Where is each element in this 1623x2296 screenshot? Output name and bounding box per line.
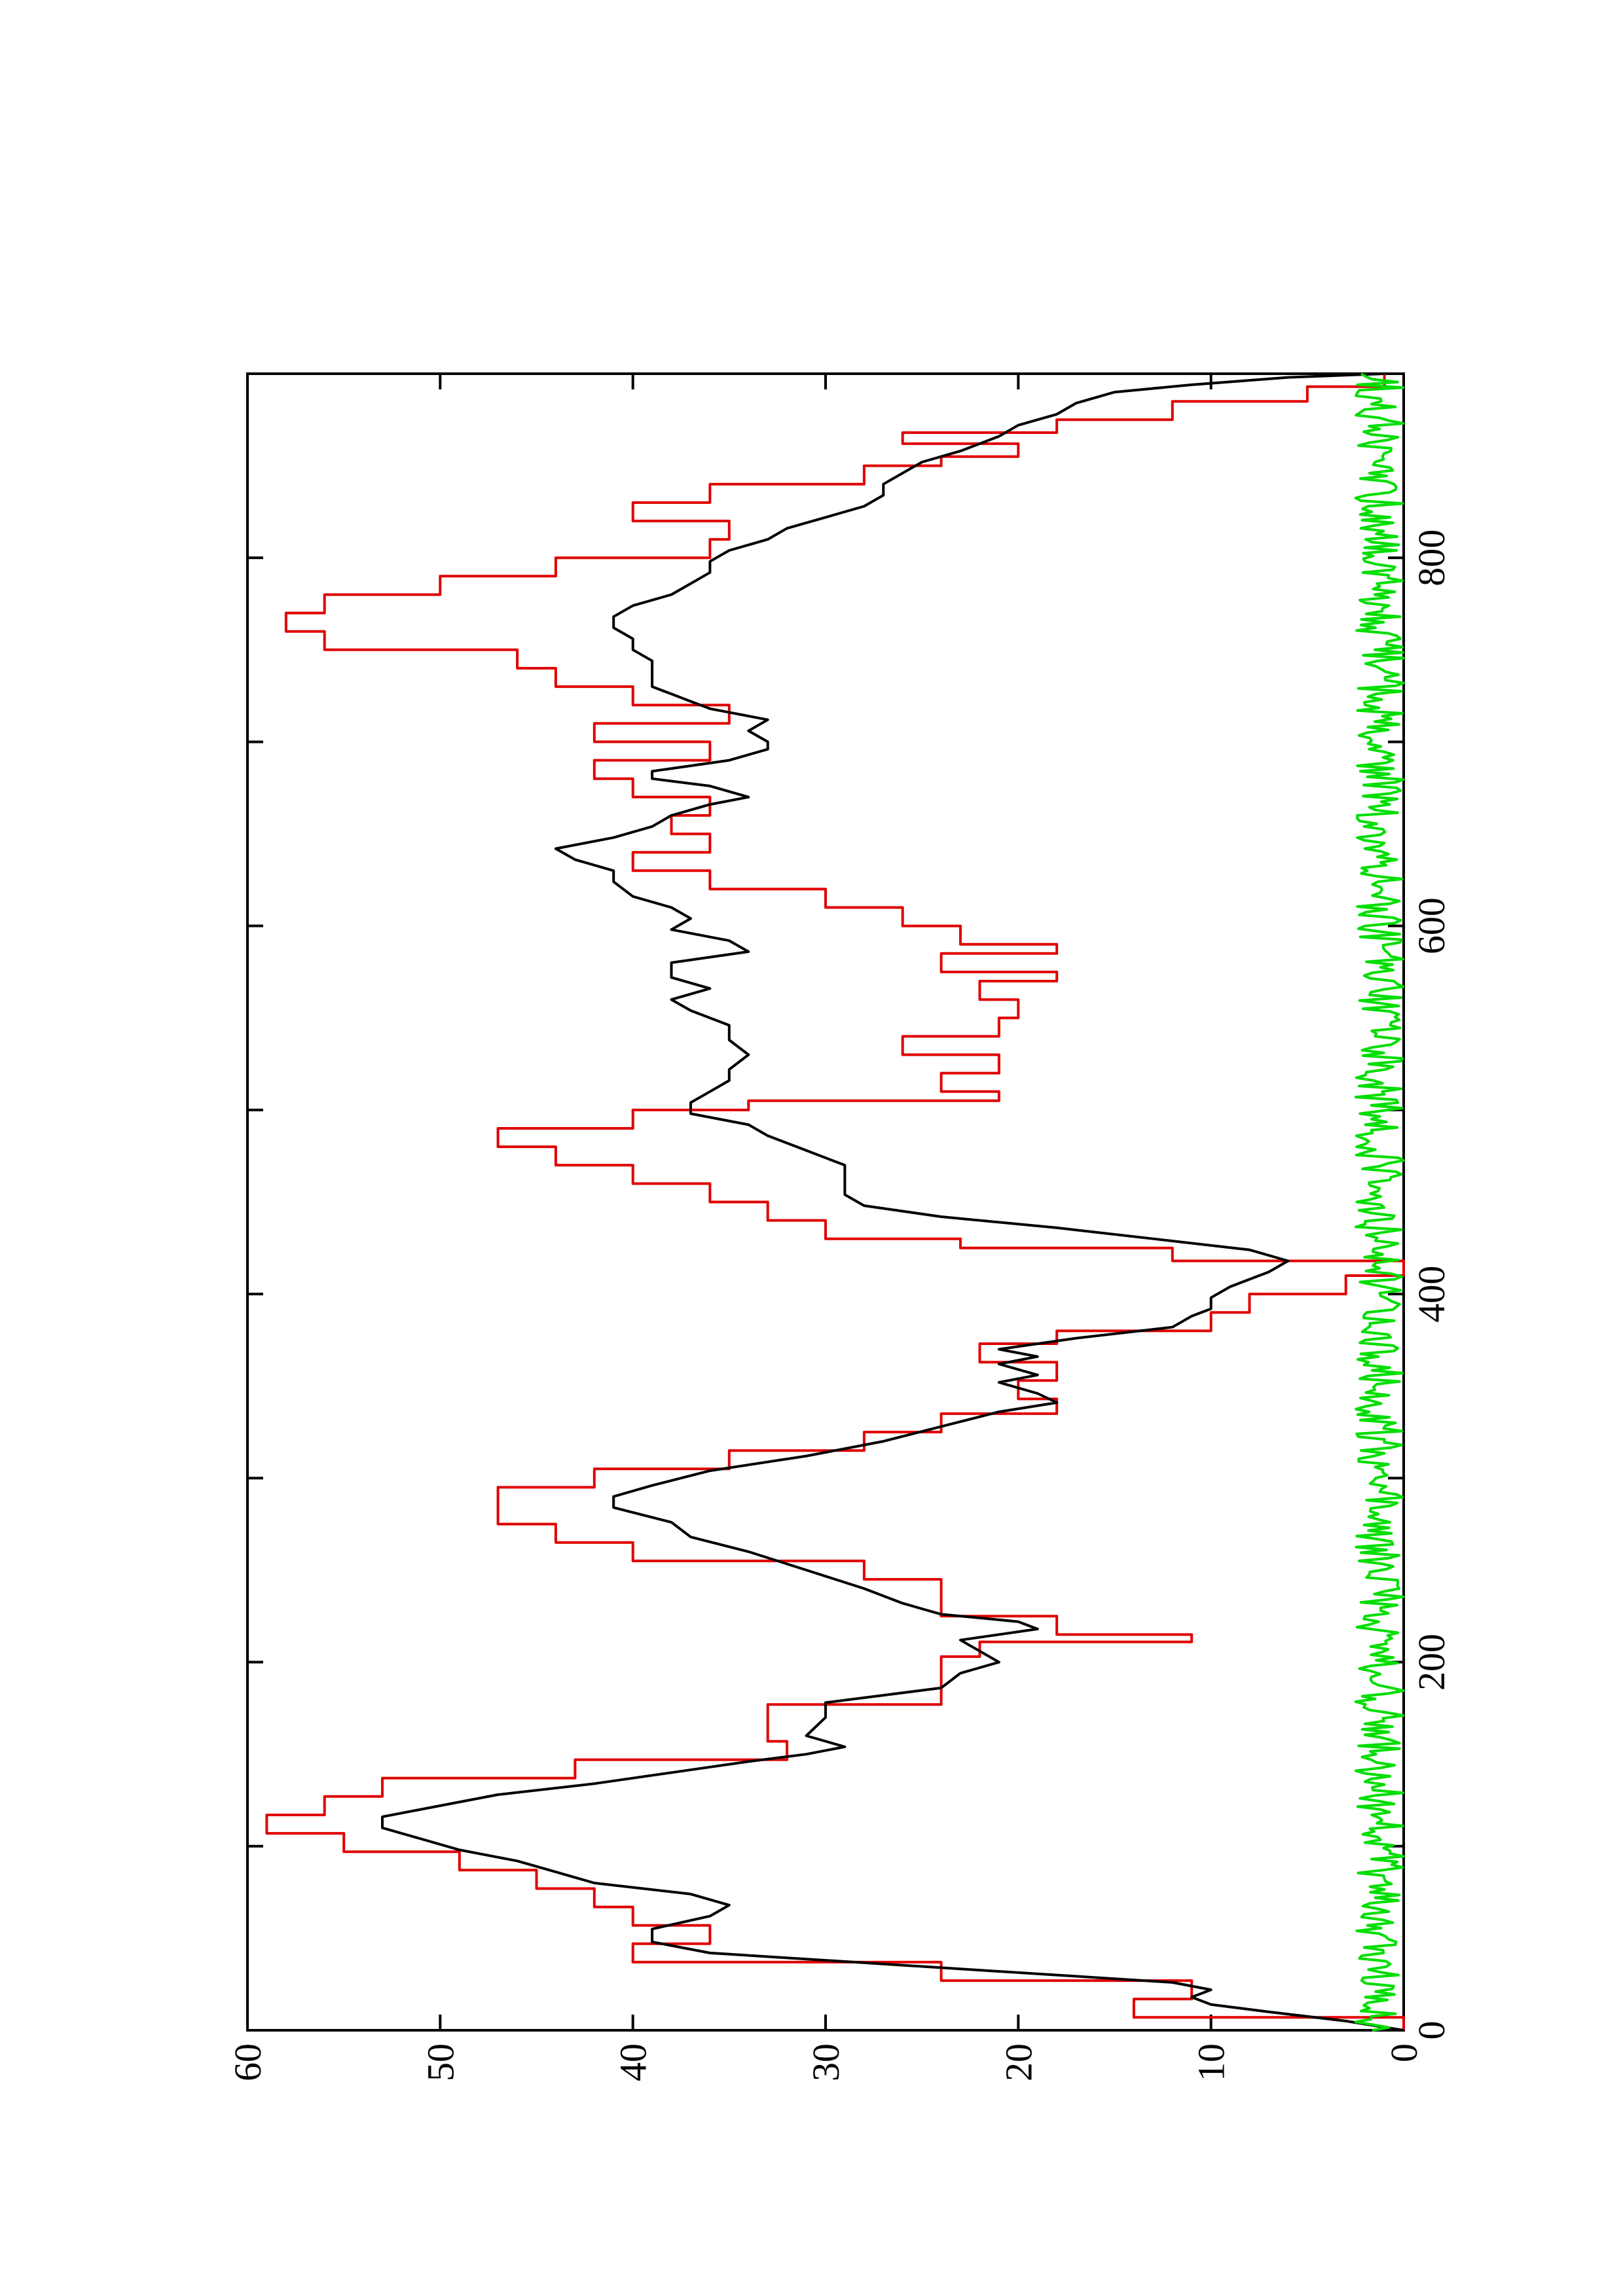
- y-tick-label: 10: [1190, 2043, 1233, 2081]
- y-tick-label: 40: [612, 2043, 655, 2081]
- y-tick-label: 50: [419, 2043, 462, 2081]
- series-line-2: [381, 372, 1404, 2032]
- series-line-3: [1354, 372, 1405, 2032]
- x-tick-label: 600: [1410, 897, 1453, 954]
- y-tick-label: 60: [227, 2043, 269, 2081]
- y-tick-label: 0: [1383, 2043, 1425, 2062]
- x-tick-label: 800: [1410, 529, 1453, 586]
- y-tick-label: 30: [805, 2043, 847, 2081]
- series-line-1: [265, 374, 1405, 2030]
- x-tick-label: 0: [1410, 2021, 1453, 2040]
- y-tick-label: 20: [997, 2043, 1040, 2081]
- plot-frame: [246, 372, 1405, 2032]
- x-tick-label: 400: [1410, 1266, 1453, 1323]
- x-tick-label: 200: [1410, 1634, 1453, 1691]
